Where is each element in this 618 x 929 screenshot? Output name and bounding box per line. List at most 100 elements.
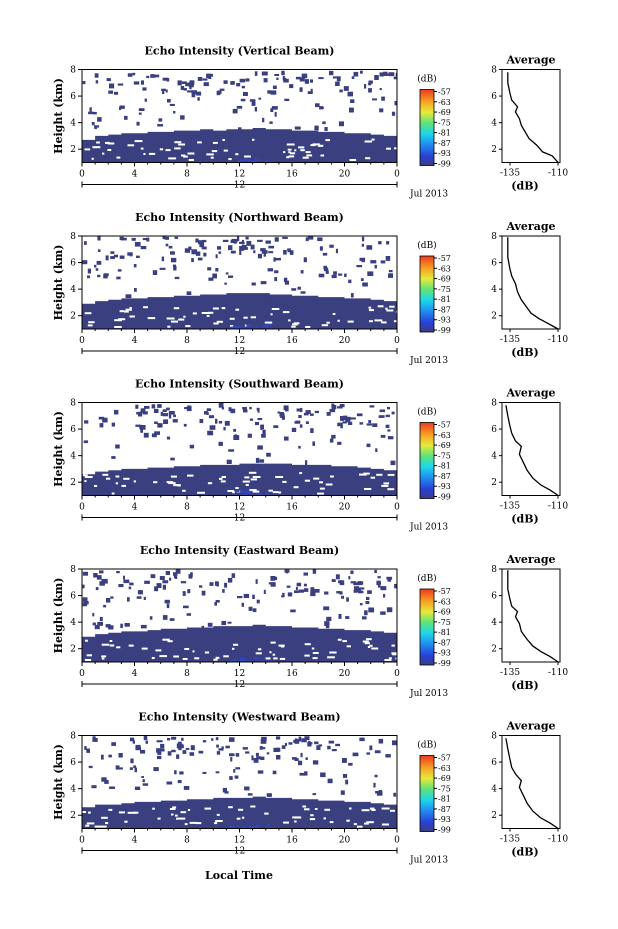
scattered-echo	[353, 582, 360, 586]
echo-gap	[227, 490, 235, 492]
scattered-echo	[379, 72, 384, 77]
scattered-echo	[201, 625, 205, 630]
scattered-echo	[161, 88, 166, 92]
scattered-echo	[239, 250, 242, 255]
scattered-echo	[305, 237, 309, 242]
echo-gap	[221, 307, 226, 310]
echo-gap	[235, 487, 239, 489]
scattered-echo	[203, 82, 209, 87]
scattered-echo	[227, 621, 232, 624]
scattered-echo	[172, 419, 178, 423]
colorbar	[419, 255, 435, 333]
scattered-echo	[149, 616, 153, 620]
echo-gap	[264, 321, 273, 324]
scattered-echo	[117, 269, 122, 272]
enhanced-echo	[244, 490, 248, 493]
scattered-echo	[133, 765, 137, 769]
echo-gap	[293, 486, 299, 489]
scattered-echo	[248, 606, 253, 611]
scattered-echo	[310, 587, 315, 593]
echo-gap	[388, 657, 392, 660]
x-tick-label: 8	[184, 336, 190, 346]
scattered-echo	[159, 576, 165, 580]
echo-gap	[220, 480, 226, 483]
avg-x-label: (dB)	[511, 679, 538, 692]
date-label: Jul 2013	[409, 356, 448, 366]
scattered-echo	[234, 775, 239, 779]
scattered-echo	[142, 779, 145, 783]
scattered-echo	[97, 274, 101, 278]
average-frame	[501, 235, 561, 330]
scattered-echo	[346, 597, 349, 602]
scattered-echo	[249, 99, 256, 102]
scattered-echo	[143, 736, 148, 741]
avg-y-tick-label: 2	[491, 312, 497, 322]
echo-gap	[84, 476, 93, 478]
echo-gap	[172, 806, 177, 809]
y-axis-label: Height (km)	[52, 411, 65, 487]
echo-gap	[128, 644, 134, 647]
scattered-echo	[343, 774, 348, 778]
colorbar-tick-label: -57	[438, 754, 451, 763]
scattered-echo	[303, 412, 309, 416]
scattered-echo	[265, 240, 271, 244]
echo-gap	[94, 485, 98, 487]
avg-y-tick-label: 2	[491, 645, 497, 655]
panel-title: Echo Intensity (Westward Beam)	[138, 711, 340, 724]
scattered-echo	[230, 239, 237, 244]
y-tick-label: 8	[70, 399, 76, 409]
scattered-echo	[383, 594, 386, 598]
average-profile-line	[505, 405, 559, 497]
x-tick-label: 12	[234, 336, 245, 346]
scattered-echo	[367, 590, 372, 594]
scattered-echo	[329, 244, 334, 248]
scattered-echo	[116, 571, 120, 574]
boundary-layer-echo	[82, 796, 397, 829]
scattered-echo	[310, 88, 313, 94]
day-label: 12	[234, 347, 245, 357]
scattered-echo	[136, 255, 140, 258]
echo-gap	[166, 481, 174, 484]
scattered-echo	[185, 747, 190, 750]
scattered-echo	[343, 86, 349, 91]
scattered-echo	[353, 71, 359, 77]
scattered-echo	[283, 249, 287, 255]
scattered-echo	[99, 570, 104, 574]
y-tick-label: 8	[70, 232, 76, 242]
average-title: Average	[505, 720, 555, 733]
scattered-echo	[366, 752, 371, 755]
scattered-echo	[387, 578, 392, 582]
scattered-echo	[335, 574, 340, 580]
scattered-echo	[230, 408, 236, 414]
scattered-echo	[394, 100, 397, 106]
day-label: 12	[234, 181, 245, 191]
echo-gap	[368, 309, 374, 312]
scattered-echo	[184, 407, 190, 410]
scattered-echo	[387, 436, 394, 440]
scattered-echo	[335, 743, 340, 747]
scattered-echo	[243, 247, 248, 250]
avg-x-label: (dB)	[511, 513, 538, 526]
enhanced-echo	[235, 327, 238, 329]
echo-heatmap	[82, 70, 397, 163]
echo-gap	[268, 489, 273, 492]
echo-gap	[368, 306, 372, 309]
scattered-echo	[308, 742, 313, 745]
y-tick-label: 4	[70, 618, 76, 628]
echo-gap	[275, 476, 284, 478]
colorbar-tick-label: -69	[438, 275, 451, 284]
scattered-echo	[173, 266, 177, 271]
echo-gap	[133, 811, 139, 814]
echo-gap	[118, 811, 125, 814]
scattered-echo	[380, 260, 386, 264]
scattered-echo	[253, 758, 259, 763]
scattered-echo	[294, 126, 301, 130]
echo-gap	[294, 816, 302, 819]
x-tick-label: 12	[234, 170, 245, 180]
scattered-echo	[251, 101, 256, 106]
average-profile-line	[507, 237, 559, 330]
scattered-echo	[177, 780, 182, 784]
y-tick-label: 6	[70, 259, 76, 269]
x-tick-label: 16	[286, 836, 298, 846]
scattered-echo	[394, 583, 397, 589]
